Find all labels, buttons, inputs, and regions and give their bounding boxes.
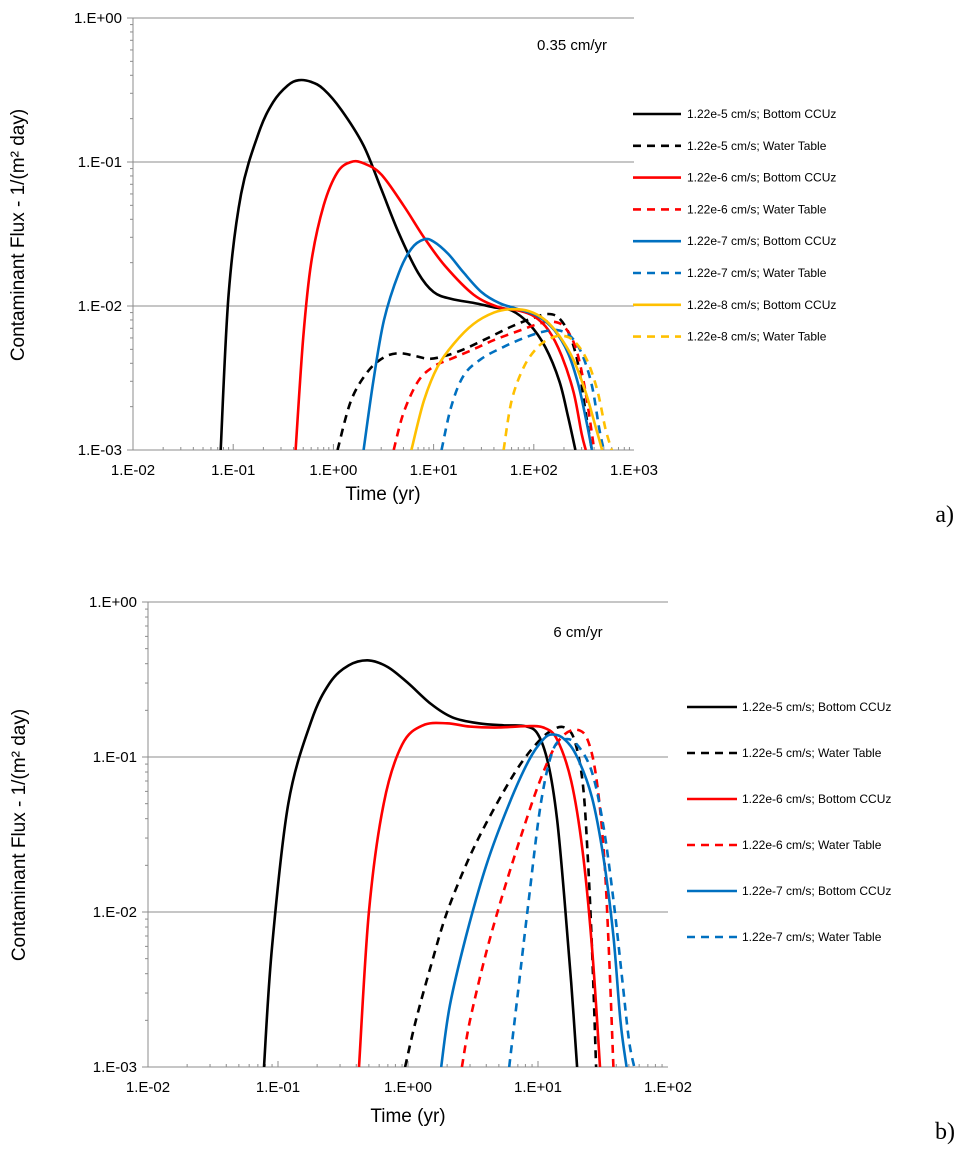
x-tick-label: 1.E+01	[514, 1079, 562, 1096]
series-line	[403, 725, 598, 1067]
chart-panel-a: 1.E-03 1.E-02 1.E-01 1.E+00 1.E-02 1.E-01 1.E+…	[8, 10, 954, 528]
legend-entry: 1.22e-6 cm/s; Water Table	[742, 838, 882, 852]
x-tick-label: 1.E-01	[211, 462, 255, 479]
series-line	[362, 237, 594, 450]
legend-entry: 1.22e-5 cm/s; Bottom CCUz	[687, 107, 836, 121]
x-tick-label: 1.E-02	[126, 1079, 170, 1096]
series-line	[336, 312, 594, 450]
x-tick-label: 1.E+01	[410, 462, 458, 479]
x-tick-label: 1.E+02	[644, 1079, 692, 1096]
legend-entry: 1.22e-5 cm/s; Bottom CCUz	[742, 700, 891, 714]
series-line	[262, 659, 579, 1067]
series-line	[392, 320, 596, 450]
x-tick-label: 1.E+03	[610, 462, 658, 479]
series-line	[507, 737, 636, 1067]
y-tick-label: 1.E-01	[93, 749, 137, 766]
legend-entry: 1.22e-8 cm/s; Water Table	[687, 330, 827, 344]
x-tick-label: 1.E+00	[309, 462, 357, 479]
y-tick-label: 1.E+00	[74, 10, 122, 27]
x-axis-title: Time (yr)	[345, 484, 420, 505]
panel-label: b)	[935, 1119, 955, 1145]
velocity-annotation: 6 cm/yr	[553, 624, 602, 641]
legend-entry: 1.22e-6 cm/s; Bottom CCUz	[687, 171, 836, 185]
legend-entry: 1.22e-5 cm/s; Water Table	[687, 139, 827, 153]
series-line	[357, 721, 602, 1067]
y-tick-label: 1.E-02	[93, 904, 137, 921]
legend-entry: 1.22e-5 cm/s; Water Table	[742, 746, 882, 760]
y-tick-label: 1.E-01	[78, 154, 122, 171]
legend-entry: 1.22e-7 cm/s; Water Table	[687, 266, 827, 280]
series-line	[410, 307, 604, 450]
y-axis-title: Contaminant Flux - 1/(m² day)	[8, 109, 29, 361]
chart-panel-b: 1.E-03 1.E-02 1.E-01 1.E+00 1.E-02 1.E-01 1.E+…	[9, 594, 955, 1145]
legend: 1.22e-5 cm/s; Bottom CCUz 1.22e-5 cm/s; W…	[687, 700, 891, 944]
series-line	[294, 159, 588, 450]
legend-entry: 1.22e-7 cm/s; Bottom CCUz	[687, 234, 836, 248]
legend-entry: 1.22e-8 cm/s; Bottom CCUz	[687, 298, 836, 312]
series-line	[502, 334, 614, 450]
panel-label: a)	[935, 502, 954, 528]
y-tick-label: 1.E-03	[93, 1059, 137, 1076]
series-line	[439, 733, 628, 1067]
legend-entry: 1.22e-7 cm/s; Water Table	[742, 930, 882, 944]
x-tick-label: 1.E-01	[256, 1079, 300, 1096]
x-tick-label: 1.E-02	[111, 462, 155, 479]
y-axis-title: Contaminant Flux - 1/(m² day)	[9, 709, 30, 961]
series-line	[440, 328, 606, 450]
y-tick-label: 1.E+00	[89, 594, 137, 611]
legend: 1.22e-5 cm/s; Bottom CCUz 1.22e-5 cm/s; W…	[633, 107, 836, 344]
series-line	[219, 78, 577, 450]
x-axis-title: Time (yr)	[370, 1106, 445, 1127]
y-tick-label: 1.E-03	[78, 442, 122, 459]
x-tick-label: 1.E+02	[510, 462, 558, 479]
legend-entry: 1.22e-6 cm/s; Water Table	[687, 202, 827, 216]
legend-entry: 1.22e-7 cm/s; Bottom CCUz	[742, 884, 891, 898]
legend-entry: 1.22e-6 cm/s; Bottom CCUz	[742, 792, 891, 806]
y-tick-label: 1.E-02	[78, 298, 122, 315]
velocity-annotation: 0.35 cm/yr	[537, 37, 607, 54]
x-tick-label: 1.E+00	[384, 1079, 432, 1096]
